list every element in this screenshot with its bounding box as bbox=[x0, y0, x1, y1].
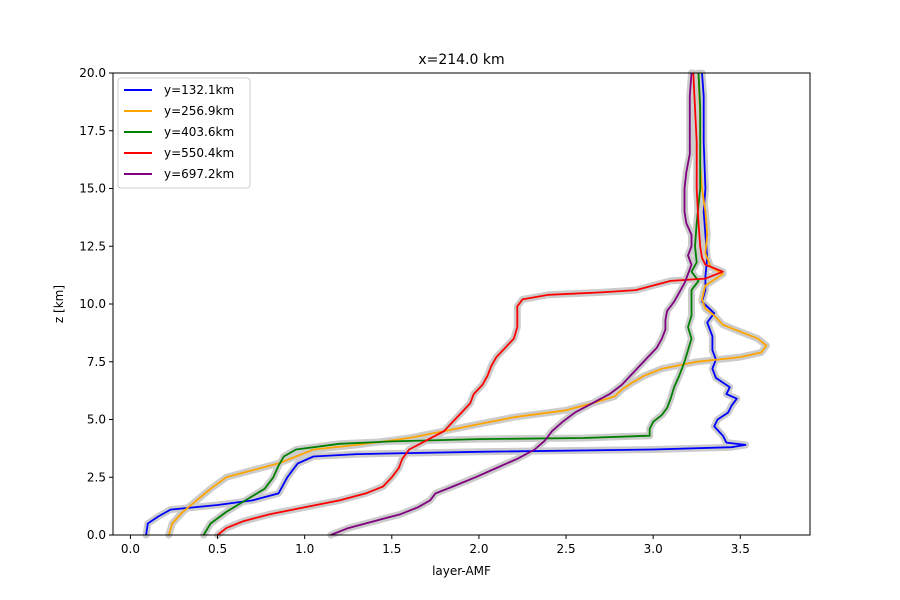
y-tick-label: 2.5 bbox=[87, 470, 106, 484]
legend-label-y-132-1km: y=132.1km bbox=[164, 83, 234, 97]
series-line-y-697-2km bbox=[330, 72, 693, 536]
series-line-y-256-9km bbox=[167, 72, 768, 536]
legend-label-y-550-4km: y=550.4km bbox=[164, 146, 234, 160]
x-axis-label: layer-AMF bbox=[432, 564, 491, 578]
uncertainty-band-y-256-9km bbox=[165, 69, 770, 539]
x-tick-label: 1.0 bbox=[295, 542, 314, 556]
y-tick-label: 17.5 bbox=[79, 124, 106, 138]
y-tick-label: 7.5 bbox=[87, 355, 106, 369]
x-tick-label: 2.0 bbox=[469, 542, 488, 556]
x-tick-label: 0.0 bbox=[121, 542, 140, 556]
legend: y=132.1km y=256.9km y=403.6km y=550.4km y=69… bbox=[117, 77, 251, 189]
x-tick-label: 3.0 bbox=[644, 542, 663, 556]
y-tick-label: 12.5 bbox=[79, 239, 106, 253]
y-tick-label: 10.0 bbox=[79, 297, 106, 311]
x-tick-label: 1.5 bbox=[382, 542, 401, 556]
x-tick-label: 0.5 bbox=[208, 542, 227, 556]
legend-label-y-256-9km: y=256.9km bbox=[164, 104, 234, 118]
legend-box bbox=[117, 77, 251, 189]
chart-title: x=214.0 km bbox=[418, 52, 504, 68]
y-tick-label: 15.0 bbox=[79, 182, 106, 196]
y-tick-label: 0.0 bbox=[87, 528, 106, 542]
legend-label-y-697-2km: y=697.2km bbox=[164, 167, 234, 181]
x-tick-label: 3.5 bbox=[731, 542, 750, 556]
x-axis-ticks: 0.0 0.5 1.0 1.5 2.0 2.5 3.0 3.5 bbox=[121, 535, 750, 556]
series-lines bbox=[145, 72, 768, 536]
y-tick-label: 20.0 bbox=[79, 66, 106, 80]
y-tick-label: 5.0 bbox=[87, 413, 106, 427]
y-axis-label: z [km] bbox=[52, 285, 66, 323]
y-axis-ticks: 0.0 2.5 5.0 7.5 10.0 12.5 15.0 17.5 20.0 bbox=[79, 66, 113, 542]
series-line-y-403-6km bbox=[202, 72, 702, 536]
legend-label-y-403-6km: y=403.6km bbox=[164, 125, 234, 139]
uncertainty-band-y-697-2km bbox=[327, 69, 695, 539]
x-tick-label: 2.5 bbox=[557, 542, 576, 556]
series-line-y-550-4km bbox=[217, 72, 724, 536]
series-line-y-132-1km bbox=[145, 72, 747, 536]
